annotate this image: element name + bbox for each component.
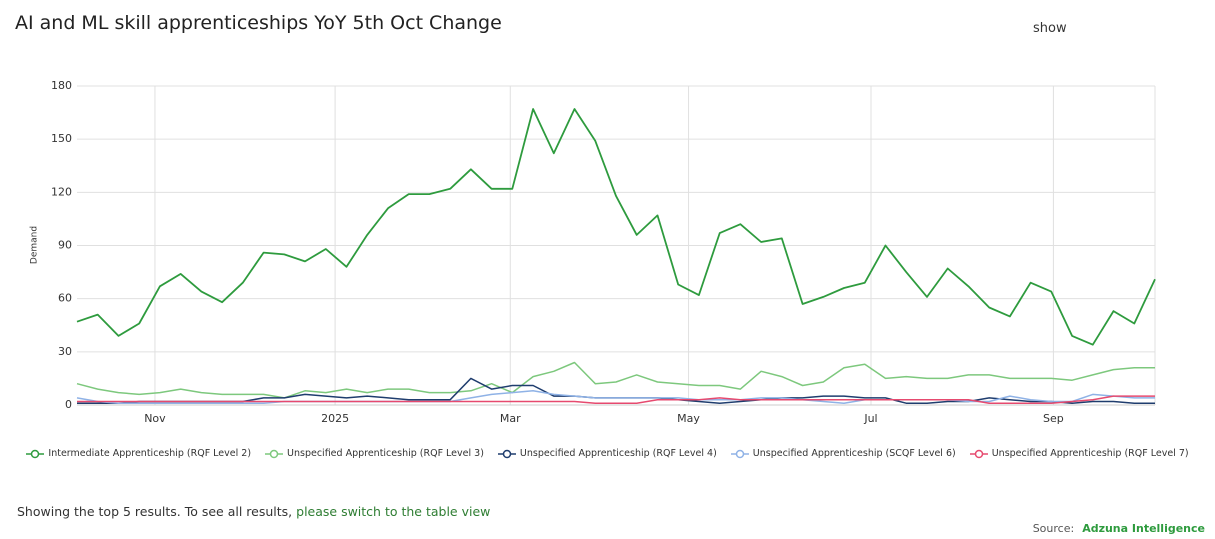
legend-item[interactable]: Unspecified Apprenticeship (RQF Level 4)	[497, 448, 717, 459]
y-tick-label: 180	[51, 79, 72, 92]
legend-icon	[969, 449, 988, 458]
x-tick-label: Jul	[863, 412, 877, 425]
legend-item[interactable]: Unspecified Apprenticeship (RQF Level 3)	[265, 448, 484, 459]
table-view-link[interactable]: please switch to the table view	[296, 504, 491, 519]
legend-icon	[730, 449, 749, 458]
series-line	[76, 361, 1155, 399]
legend-icon	[497, 449, 516, 458]
series-line	[76, 108, 1156, 346]
note: Showing the top 5 results. To see all re…	[17, 504, 293, 519]
legend-marker	[502, 449, 512, 458]
legend-label: Unspecified Apprenticeship (RQF Level 7)	[991, 448, 1189, 459]
y-tick-label: 60	[58, 292, 72, 305]
legend-item[interactable]: Unspecified Apprenticeship (RQF Level 7)	[969, 448, 1189, 459]
y-tick-label: 30	[58, 345, 72, 358]
legend-label: Unspecified Apprenticeship (RQF Level 3)	[287, 448, 484, 459]
x-tick-label: 2025	[321, 412, 349, 425]
y-axis-label: Demand	[30, 226, 40, 264]
legend: Intermediate Apprenticeship (RQF Level 2…	[0, 448, 1215, 459]
x-tick-label: Mar	[500, 412, 521, 425]
x-tick-label: Sep	[1043, 412, 1064, 425]
y-tick-label: 0	[65, 398, 72, 411]
chart-title: AI and ML skill apprenticeships YoY 5th …	[15, 12, 502, 34]
show-toggle[interactable]: show	[1033, 21, 1067, 36]
y-tick-label: 150	[51, 132, 72, 145]
legend-icon	[26, 449, 45, 458]
x-tick-label: May	[677, 412, 700, 425]
chart: Demand 0 30 60 90 120 150 180 Nov 2025 Mar May Jul S…	[30, 79, 1156, 425]
legend-marker	[31, 449, 40, 458]
footer-note: Showing the top 5 results. To see all re…	[17, 504, 490, 519]
series-line	[77, 395, 1155, 404]
legend-label: Intermediate Apprenticeship (RQF Level 2…	[48, 448, 252, 459]
legend-icon	[265, 449, 284, 458]
legend-marker	[735, 449, 745, 458]
source-name[interactable]: Adzuna Intelligence	[1082, 522, 1205, 535]
source: Source: Adzuna Intelligence	[1033, 522, 1205, 535]
y-tick-label: 120	[51, 185, 72, 198]
legend-item[interactable]: Intermediate Apprenticeship (RQF Level 2…	[26, 448, 251, 459]
legend-label: Unspecified Apprenticeship (SCQF Level 6…	[752, 448, 956, 459]
x-tick-label: Nov	[144, 412, 166, 425]
y-tick-label: 90	[58, 239, 72, 252]
legend-marker	[269, 449, 279, 458]
legend-marker	[974, 449, 983, 458]
legend-item[interactable]: Unspecified Apprenticeship (SCQF Level 6…	[730, 448, 956, 459]
legend-label: Unspecified Apprenticeship (RQF Level 4)	[519, 448, 717, 459]
source-label: Source:	[1032, 522, 1075, 535]
